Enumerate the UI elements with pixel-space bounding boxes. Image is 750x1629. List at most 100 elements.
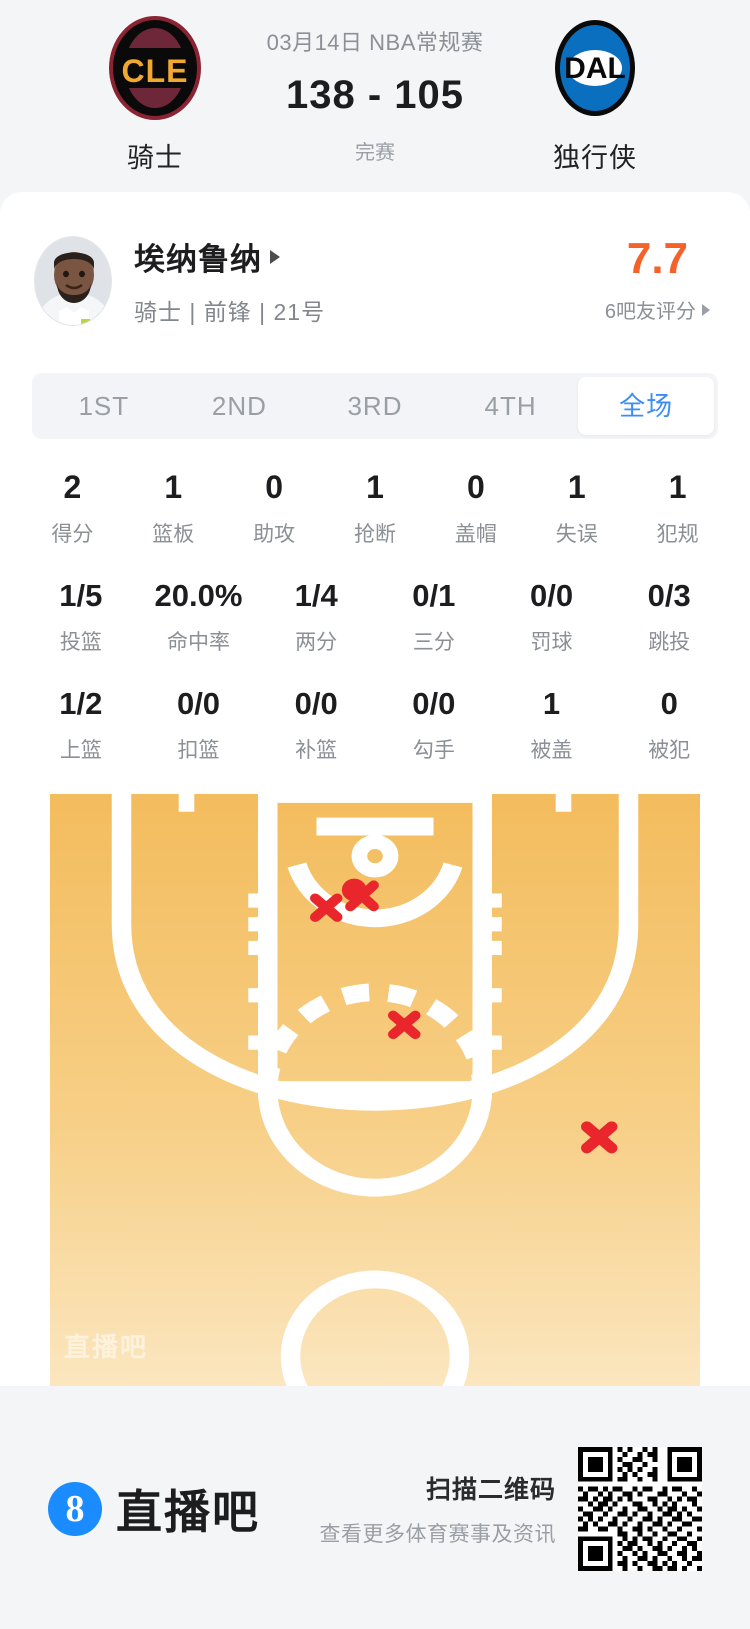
brand-logo[interactable]: 8 直播吧 [48, 1476, 260, 1542]
scoreboard-header: CLE 骑士 03月14日 NBA常规赛 138 - 105 完赛 DAL 独行… [0, 0, 750, 190]
player-subtitle: 骑士 | 前锋 | 21号 [134, 299, 326, 325]
stat-value: 1 [668, 469, 687, 505]
svg-text:CLE: CLE [122, 53, 189, 89]
rating-box[interactable]: 7.7 6吧友评分 [605, 237, 716, 324]
qr-block[interactable]: 扫描二维码 查看更多体育赛事及资讯 [320, 1447, 702, 1571]
stat-label: 得分 [51, 523, 94, 546]
stat-layups: 1/2 上篮 [22, 686, 140, 764]
stat-value: 0/0 [412, 686, 456, 721]
court-diagram [50, 794, 700, 1386]
shot-missed-marker [388, 1010, 421, 1040]
brand-mark-icon: 8 [48, 1482, 102, 1536]
rating-label: 6吧友评分 [604, 301, 696, 323]
tab-full-game[interactable]: 全场 [578, 377, 714, 435]
match-label: 03月14日 NBA常规赛 [266, 30, 484, 55]
stat-fg-percent: 20.0% 命中率 [140, 578, 258, 656]
stat-label: 补篮 [295, 739, 338, 762]
tab-1st[interactable]: 1ST [78, 391, 130, 421]
tab-3rd[interactable]: 3RD [347, 391, 403, 421]
stat-label: 被盖 [530, 739, 573, 762]
stat-putbacks: 0/0 补篮 [257, 686, 375, 764]
stat-value: 0 [660, 686, 678, 721]
cle-logo-icon: CLE [109, 15, 201, 120]
stat-value: 0 [466, 469, 485, 505]
score-value: 138 - 105 [285, 73, 465, 117]
stat-shots-blocked: 1 被盖 [493, 686, 611, 764]
stat-free-throws: 0/0 罚球 [493, 578, 611, 656]
stat-value: 0/3 [647, 578, 691, 613]
footer-bar: 8 直播吧 扫描二维码 查看更多体育赛事及资讯 [0, 1389, 750, 1629]
stat-value: 0/0 [294, 686, 338, 721]
avatar[interactable] [34, 235, 112, 326]
stat-label: 篮板 [152, 523, 195, 546]
home-team[interactable]: CLE 骑士 [60, 15, 250, 175]
shot-chart[interactable]: 直播吧 [50, 794, 700, 1386]
shot-missed-marker [581, 1121, 618, 1154]
player-name-line[interactable]: 埃纳鲁纳 [134, 234, 605, 279]
stat-label: 三分 [412, 631, 455, 654]
chevron-right-icon [270, 249, 280, 264]
stat-assists: 0 助攻 [224, 469, 325, 548]
shot-missed-marker [345, 880, 379, 912]
stat-fouls-drawn: 0 被犯 [610, 686, 728, 764]
stat-label: 投篮 [59, 631, 102, 654]
player-card: 埃纳鲁纳 骑士 | 前锋 | 21号 7.7 6吧友评分 1ST 2ND 3RD… [0, 192, 750, 1386]
qr-title: 扫描二维码 [425, 1476, 556, 1504]
stat-label: 犯规 [656, 523, 699, 546]
stat-label: 跳投 [648, 631, 691, 654]
stats-row-basic: 2 得分 1 篮板 0 助攻 1 抢断 0 盖帽 [22, 469, 728, 548]
stat-label: 两分 [295, 631, 338, 654]
stat-label: 盖帽 [454, 523, 497, 546]
rating-label-line: 6吧友评分 [605, 295, 710, 324]
qr-subtitle: 查看更多体育赛事及资讯 [319, 1523, 556, 1546]
stat-two-pointers: 1/4 两分 [257, 578, 375, 656]
player-name: 埃纳鲁纳 [134, 242, 262, 277]
stat-value: 1/4 [294, 578, 338, 613]
stat-rebounds: 1 篮板 [123, 469, 224, 548]
stat-value: 1 [164, 469, 183, 505]
tab-2nd[interactable]: 2ND [211, 391, 267, 421]
stat-points: 2 得分 [22, 469, 123, 548]
stat-label: 助攻 [253, 523, 296, 546]
stat-value: 20.0% [154, 578, 243, 613]
stat-label: 失误 [555, 523, 598, 546]
stat-label: 抢断 [354, 523, 396, 546]
stat-fouls: 1 犯规 [627, 469, 728, 548]
period-tabs: 1ST 2ND 3RD 4TH 全场 [32, 373, 718, 439]
away-team[interactable]: DAL 独行侠 [500, 16, 690, 175]
stat-hook-shots: 0/0 勾手 [375, 686, 493, 764]
score-center: 03月14日 NBA常规赛 138 - 105 完赛 [250, 25, 500, 165]
stat-value: 1/5 [59, 578, 103, 613]
tab-4th[interactable]: 4TH [484, 391, 537, 421]
stat-value: 0/0 [529, 578, 574, 613]
stat-value: 0/1 [412, 578, 456, 613]
stat-blocks: 0 盖帽 [425, 469, 526, 548]
qr-code-icon [578, 1447, 702, 1571]
brand-text: 直播吧 [116, 1486, 260, 1538]
stat-label: 扣篮 [177, 739, 220, 762]
stat-label: 命中率 [167, 631, 230, 654]
stat-label: 勾手 [412, 739, 455, 762]
home-team-name: 骑士 [127, 142, 183, 173]
stat-label: 罚球 [530, 631, 573, 654]
stat-label: 被犯 [648, 739, 691, 762]
match-status: 完赛 [355, 142, 395, 164]
stat-three-pointers: 0/1 三分 [375, 578, 493, 656]
stat-label: 上篮 [59, 739, 102, 762]
shot-markers [310, 878, 618, 1154]
stat-dunks: 0/0 扣篮 [140, 686, 258, 764]
stat-value: 0 [265, 469, 284, 505]
dal-logo-icon: DAL [555, 19, 635, 116]
court-watermark: 直播吧 [64, 1332, 149, 1362]
rating-value: 7.7 [626, 234, 689, 283]
stat-field-goals: 1/5 投篮 [22, 578, 140, 656]
stats-section: 2 得分 1 篮板 0 助攻 1 抢断 0 盖帽 [0, 469, 750, 764]
stat-value: 2 [63, 469, 82, 505]
qr-text: 扫描二维码 查看更多体育赛事及资讯 [320, 1470, 557, 1548]
away-team-name: 独行侠 [553, 142, 637, 173]
stat-value: 1 [366, 469, 384, 505]
stat-value: 1 [567, 469, 586, 505]
stat-value: 1/2 [59, 686, 103, 721]
stat-value: 0/0 [176, 686, 221, 721]
